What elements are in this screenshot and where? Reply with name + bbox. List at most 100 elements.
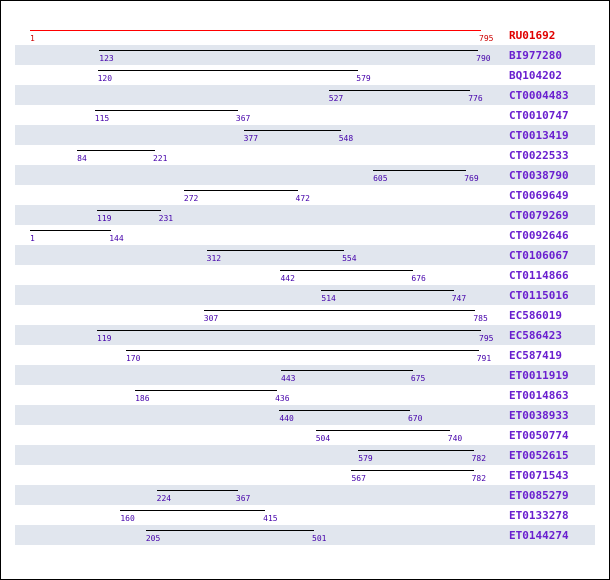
accession-label[interactable]: CT0079269 [509, 209, 569, 222]
alignment-span-line [145, 530, 314, 531]
accession-label[interactable]: ET0144274 [509, 529, 569, 542]
start-coordinate: 312 [206, 254, 222, 263]
end-coordinate: 472 [295, 194, 310, 203]
accession-label[interactable]: CT0114866 [509, 269, 569, 282]
alignment-span-line [30, 230, 112, 231]
alignment-span-line [328, 90, 471, 91]
end-coordinate: 436 [275, 394, 290, 403]
accession-label[interactable]: CT0092646 [509, 229, 569, 242]
start-coordinate: 205 [145, 534, 161, 543]
start-coordinate: 514 [321, 294, 336, 303]
alignment-row: 312 554 CT0106067 [15, 245, 595, 265]
alignment-span-line [125, 350, 479, 351]
alignment-span-line [97, 210, 161, 211]
alignment-span-line [206, 250, 345, 251]
end-coordinate: 548 [338, 134, 354, 143]
end-coordinate: 554 [342, 254, 357, 263]
end-coordinate: 676 [411, 274, 426, 283]
alignment-span-line [183, 190, 298, 191]
alignment-row: 119 795 EC586423 [15, 325, 595, 345]
alignment-span-line [321, 290, 454, 291]
start-coordinate: 307 [203, 314, 219, 323]
accession-label[interactable]: BI977280 [509, 49, 562, 62]
accession-label[interactable]: CT0106067 [509, 249, 569, 262]
end-coordinate: 785 [473, 314, 488, 323]
alignment-span-line [97, 330, 481, 331]
alignment-row: 186 436 ET0014863 [15, 385, 595, 405]
reference-accession-label[interactable]: RU01692 [509, 29, 556, 42]
accession-label[interactable]: ET0071543 [509, 469, 569, 482]
accession-label[interactable]: CT0038790 [509, 169, 569, 182]
start-coordinate: 119 [97, 214, 112, 223]
start-coordinate: 504 [315, 434, 331, 443]
alignment-span-line [203, 310, 476, 311]
end-coordinate: 790 [476, 54, 491, 63]
alignment-row: 123 790 BI977280 [15, 45, 595, 65]
alignment-row: 377 548 CT0013419 [15, 125, 595, 145]
start-coordinate: 120 [97, 74, 113, 83]
alignment-span-line [373, 170, 467, 171]
accession-label[interactable]: CT0069649 [509, 189, 569, 202]
start-coordinate: 160 [120, 514, 135, 523]
alignment-span-line [279, 410, 410, 411]
accession-label[interactable]: EC587419 [509, 349, 562, 362]
start-coordinate: 527 [328, 94, 344, 103]
accession-label[interactable]: ET0052615 [509, 449, 569, 462]
accession-label[interactable]: ET0038933 [509, 409, 569, 422]
start-coordinate: 84 [77, 154, 87, 163]
alignment-row: 1 144 CT0092646 [15, 225, 595, 245]
alignment-row: 440 670 ET0038933 [15, 405, 595, 425]
end-coordinate: 367 [235, 494, 251, 503]
start-coordinate: 605 [373, 174, 388, 183]
accession-label[interactable]: ET0133278 [509, 509, 569, 522]
alignment-row: 224 367 ET0085279 [15, 485, 595, 505]
alignment-row: 443 675 ET0011919 [15, 365, 595, 385]
start-coordinate: 119 [97, 334, 112, 343]
end-coordinate: 675 [410, 374, 426, 383]
alignment-row: 514 747 CT0115016 [15, 285, 595, 305]
alignment-span-line [120, 510, 266, 511]
alignment-span-line [94, 110, 238, 111]
end-coordinate: 740 [447, 434, 463, 443]
accession-label[interactable]: CT0115016 [509, 289, 569, 302]
alignment-span-line [99, 50, 479, 51]
end-coordinate: 501 [312, 534, 327, 543]
reference-row: 1 795 RU01692 [15, 25, 595, 45]
start-coordinate: 272 [183, 194, 199, 203]
alignment-span-line [97, 70, 359, 71]
end-coordinate: 367 [235, 114, 251, 123]
accession-label[interactable]: BQ104202 [509, 69, 562, 82]
alignment-span-line [243, 130, 341, 131]
end-coordinate: 670 [407, 414, 423, 423]
alignment-row: 307 785 EC586019 [15, 305, 595, 325]
start-coordinate: 186 [135, 394, 150, 403]
start-coordinate: 442 [280, 274, 295, 283]
alignment-span-line [77, 150, 155, 151]
accession-label[interactable]: ET0014863 [509, 389, 569, 402]
start-coordinate: 115 [94, 114, 110, 123]
alignment-row: 119 231 CT0079269 [15, 205, 595, 225]
accession-label[interactable]: CT0010747 [509, 109, 569, 122]
end-coordinate: 782 [471, 474, 487, 483]
alignment-row: 504 740 ET0050774 [15, 425, 595, 445]
accession-label[interactable]: EC586423 [509, 329, 562, 342]
start-coordinate: 443 [281, 374, 296, 383]
start-coordinate: 440 [279, 414, 294, 423]
accession-label[interactable]: CT0022533 [509, 149, 569, 162]
accession-label[interactable]: ET0011919 [509, 369, 569, 382]
accession-label[interactable]: CT0004483 [509, 89, 569, 102]
end-coordinate: 776 [468, 94, 483, 103]
accession-label[interactable]: CT0013419 [509, 129, 569, 142]
accession-label[interactable]: ET0050774 [509, 429, 569, 442]
accession-label[interactable]: EC586019 [509, 309, 562, 322]
accession-label[interactable]: ET0085279 [509, 489, 569, 502]
end-coordinate: 221 [152, 154, 168, 163]
start-coordinate: 224 [156, 494, 172, 503]
alignment-span-line [135, 390, 278, 391]
alignment-span-line [351, 470, 474, 471]
alignment-row: 527 776 CT0004483 [15, 85, 595, 105]
end-coordinate: 747 [451, 294, 467, 303]
start-coordinate: 123 [99, 54, 114, 63]
end-coordinate: 795 [479, 34, 494, 43]
start-coordinate: 377 [243, 134, 259, 143]
